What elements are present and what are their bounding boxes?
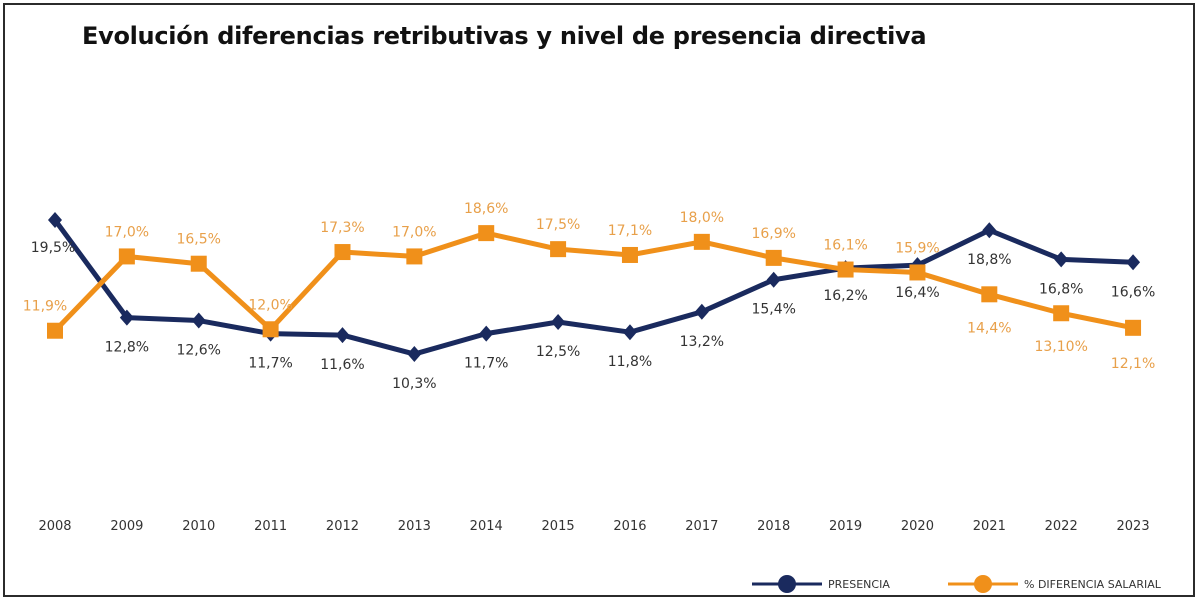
data-point-diferencia-salarial xyxy=(909,264,926,281)
data-label-presencia: 12,6% xyxy=(176,343,220,359)
data-point-diferencia-salarial xyxy=(190,255,207,272)
data-point-presencia xyxy=(335,327,350,344)
data-point-presencia xyxy=(622,324,637,341)
x-tick-label: 2012 xyxy=(326,519,359,534)
data-point-presencia xyxy=(119,309,134,326)
data-label-presencia: 11,7% xyxy=(248,356,292,372)
legend-marker-diferencia-salarial xyxy=(974,575,992,593)
data-point-diferencia-salarial xyxy=(1125,319,1142,336)
data-point-presencia xyxy=(766,271,781,288)
data-point-presencia xyxy=(551,313,566,330)
data-point-presencia xyxy=(48,212,62,228)
data-label-diferencia-salarial: 11,9% xyxy=(23,299,67,315)
x-tick-label: 2020 xyxy=(901,519,934,534)
data-point-presencia xyxy=(479,325,494,342)
data-point-diferencia-salarial xyxy=(837,261,854,278)
data-label-diferencia-salarial: 16,5% xyxy=(176,232,220,248)
data-labels: 19,5% 12,8% 12,6% 11,7% 11,6% 10,3% 11,7% 12,5%… xyxy=(23,201,1156,392)
data-point-diferencia-salarial xyxy=(478,225,495,242)
data-label-diferencia-salarial: 15,9% xyxy=(895,240,939,256)
chart-title: Evolución diferencias retributivas y niv… xyxy=(82,22,927,50)
data-point-diferencia-salarial xyxy=(406,248,423,265)
x-tick-label: 2010 xyxy=(182,519,215,534)
data-label-presencia: 18,8% xyxy=(967,252,1011,268)
data-label-diferencia-salarial: 12,0% xyxy=(248,297,292,313)
data-label-diferencia-salarial: 17,0% xyxy=(392,224,436,240)
x-axis-ticks: 2008 2009 2010 2011 2012 2013 2014 2015 2016 2017… xyxy=(38,519,1149,534)
legend: PRESENCIA % DIFERENCIA SALARIAL xyxy=(752,575,1162,593)
data-label-diferencia-salarial: 16,9% xyxy=(751,226,795,242)
data-point-diferencia-salarial xyxy=(765,249,782,266)
data-label-presencia: 11,7% xyxy=(464,356,508,372)
data-point-presencia xyxy=(1126,254,1141,271)
series-markers xyxy=(47,212,1142,363)
data-label-presencia: 16,4% xyxy=(895,285,939,301)
data-label-presencia: 12,5% xyxy=(536,344,580,360)
series-line-diferencia-salarial xyxy=(53,230,1134,333)
data-label-diferencia-salarial: 12,1% xyxy=(1111,356,1155,372)
x-tick-label: 2014 xyxy=(470,519,503,534)
x-tick-label: 2022 xyxy=(1045,519,1078,534)
data-point-diferencia-salarial xyxy=(118,248,135,265)
x-tick-label: 2019 xyxy=(829,519,862,534)
x-tick-label: 2009 xyxy=(110,519,143,534)
data-point-presencia xyxy=(1054,251,1069,268)
data-label-diferencia-salarial: 17,5% xyxy=(536,217,580,233)
data-label-presencia: 13,2% xyxy=(680,334,724,350)
data-point-presencia xyxy=(982,222,997,239)
data-point-diferencia-salarial xyxy=(550,241,567,258)
data-label-presencia: 16,6% xyxy=(1111,284,1155,300)
data-point-diferencia-salarial xyxy=(47,322,63,339)
legend-label-presencia: PRESENCIA xyxy=(828,578,890,591)
x-tick-label: 2018 xyxy=(757,519,790,534)
data-label-diferencia-salarial: 18,0% xyxy=(680,210,724,226)
data-point-presencia xyxy=(191,312,206,329)
data-label-diferencia-salarial: 14,4% xyxy=(967,320,1011,336)
data-label-presencia: 16,8% xyxy=(1039,281,1083,297)
data-label-presencia: 10,3% xyxy=(392,376,436,392)
x-tick-label: 2011 xyxy=(254,519,287,534)
legend-marker-presencia xyxy=(778,575,796,593)
data-point-diferencia-salarial xyxy=(621,246,638,263)
data-point-diferencia-salarial xyxy=(334,244,351,261)
data-point-presencia xyxy=(407,346,422,363)
legend-label-diferencia-salarial: % DIFERENCIA SALARIAL xyxy=(1024,578,1162,591)
data-label-diferencia-salarial: 13,10% xyxy=(1034,339,1087,355)
data-point-diferencia-salarial xyxy=(1053,305,1070,322)
data-point-diferencia-salarial xyxy=(981,286,998,303)
data-label-diferencia-salarial: 17,3% xyxy=(320,220,364,236)
data-label-presencia: 15,4% xyxy=(751,302,795,318)
data-label-diferencia-salarial: 18,6% xyxy=(464,201,508,217)
data-label-diferencia-salarial: 17,0% xyxy=(105,224,149,240)
data-point-diferencia-salarial xyxy=(262,321,279,338)
data-label-presencia: 12,8% xyxy=(105,340,149,356)
series-lines xyxy=(52,218,1134,357)
x-tick-label: 2008 xyxy=(38,519,71,534)
data-label-presencia: 19,5% xyxy=(31,240,75,256)
series-line-presencia xyxy=(52,218,1134,357)
data-point-diferencia-salarial xyxy=(693,233,710,250)
data-label-diferencia-salarial: 17,1% xyxy=(608,223,652,239)
x-tick-label: 2016 xyxy=(613,519,646,534)
data-point-presencia xyxy=(694,303,709,320)
x-tick-label: 2017 xyxy=(685,519,718,534)
x-tick-label: 2021 xyxy=(973,519,1006,534)
x-tick-label: 2013 xyxy=(398,519,431,534)
data-label-presencia: 16,2% xyxy=(823,288,867,304)
data-label-presencia: 11,6% xyxy=(320,357,364,373)
data-label-presencia: 11,8% xyxy=(608,354,652,370)
x-tick-label: 2015 xyxy=(542,519,575,534)
data-label-diferencia-salarial: 16,1% xyxy=(823,238,867,254)
x-tick-label: 2023 xyxy=(1117,519,1150,534)
